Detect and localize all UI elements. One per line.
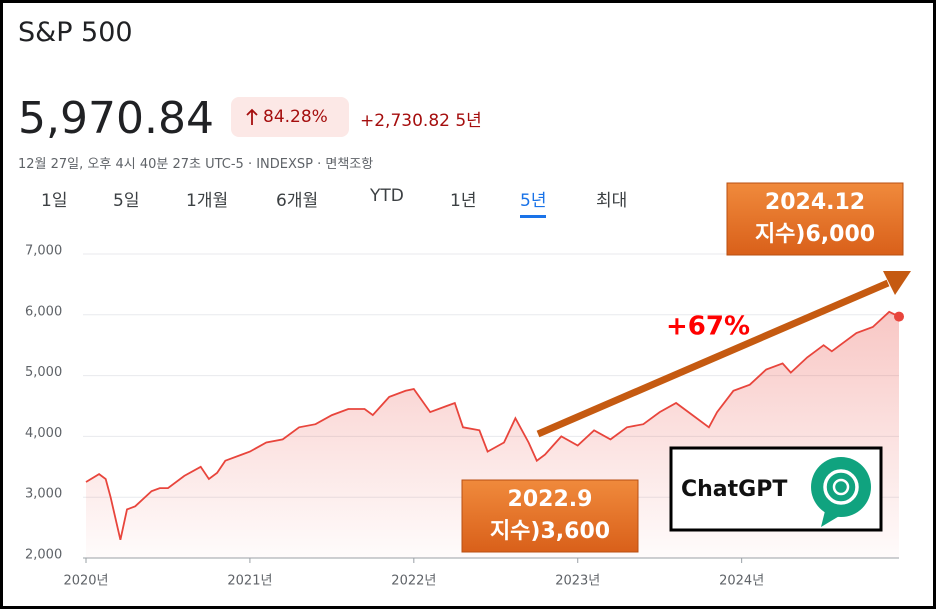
tab[interactable]: 5년 — [520, 186, 547, 218]
x-tick-label: 2024년 — [719, 574, 764, 589]
x-tick-label: 2023년 — [555, 574, 600, 589]
logo-core — [832, 478, 850, 496]
trend-arrowhead — [883, 271, 911, 295]
logo-tail — [821, 511, 841, 527]
y-tick-label: 7,000 — [25, 244, 62, 259]
annotation-text: 지수)6,000 — [755, 222, 875, 247]
annotation-text: 2022.9 — [508, 487, 593, 512]
y-tick-label: 5,000 — [25, 365, 62, 380]
change-badge: 84.28% — [231, 97, 349, 137]
price: 5,970.84 — [18, 93, 214, 144]
logo-knot — [823, 469, 859, 505]
x-tick-label: 2022년 — [391, 574, 436, 589]
x-tick-label: 2021년 — [227, 574, 272, 589]
last-point — [894, 311, 904, 322]
title: S&P 500 — [18, 17, 133, 48]
trend-arrow — [536, 279, 890, 438]
up-arrow — [246, 108, 258, 125]
change-percent: 84.28% — [263, 107, 328, 127]
tab[interactable]: 1일 — [41, 191, 68, 211]
y-tick-label: 2,000 — [25, 548, 62, 563]
annotation-text: 2024.12 — [765, 190, 865, 215]
tab[interactable]: 6개월 — [276, 191, 319, 211]
tab[interactable]: 최대 — [596, 191, 628, 211]
annotation-box — [726, 182, 904, 256]
y-tick-label: 4,000 — [25, 426, 62, 441]
price-line — [85, 310, 900, 541]
change-points: +2,730.82 5년 — [360, 111, 482, 131]
annotation-text: 지수)3,600 — [490, 519, 610, 544]
y-tick-label: 3,000 — [25, 487, 62, 502]
chart: 2,000 3,000 4,000 5,000 6,000 7,000 2020년 2021년… — [25, 182, 911, 589]
subtitle: 12월 27일, 오후 4시 40분 27초 UTC-5 · INDEXSP ·… — [18, 157, 374, 172]
annotation-box — [461, 479, 639, 553]
tab[interactable]: 1개월 — [186, 191, 229, 211]
y-tick-label: 6,000 — [25, 304, 62, 319]
change-label: +67% — [666, 312, 750, 342]
badge-text: ChatGPT — [681, 477, 787, 502]
logo — [811, 457, 871, 517]
tab[interactable]: 5일 — [113, 191, 140, 211]
x-tick-label: 2020년 — [63, 574, 108, 589]
tab[interactable]: YTD — [370, 186, 404, 206]
tab[interactable]: 1년 — [450, 191, 477, 211]
